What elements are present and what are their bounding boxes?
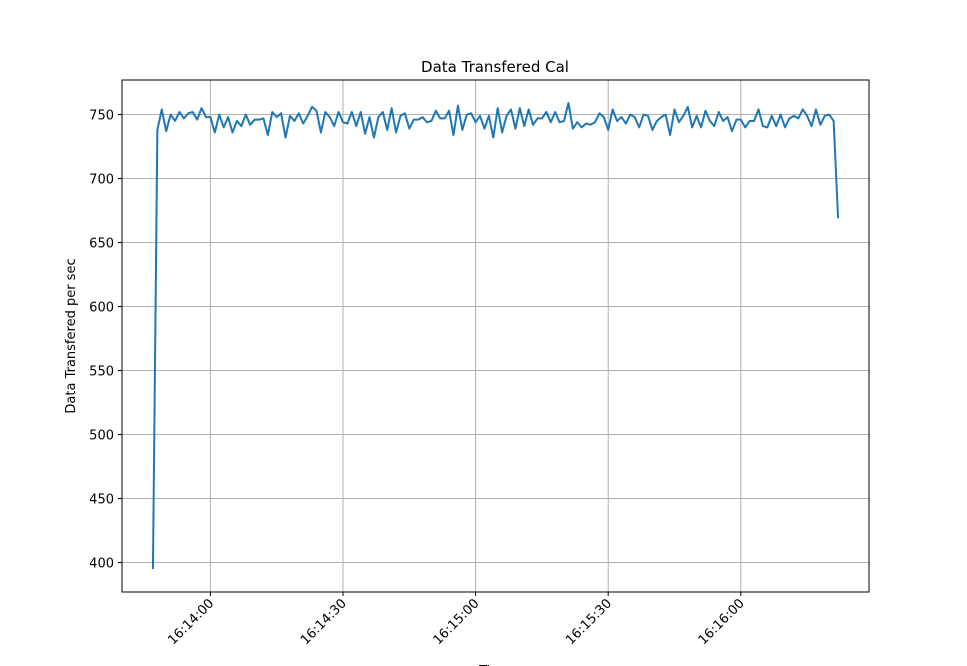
y-axis-label: Data Transfered per sec — [64, 258, 79, 413]
data-line — [151, 102, 840, 569]
chart-title: Data Transfered Cal — [421, 58, 569, 76]
x-tick-label: 16:14:30 — [298, 596, 350, 648]
y-tick-label: 700 — [89, 173, 114, 188]
plot-frame — [121, 79, 870, 593]
y-tick-label: 500 — [89, 429, 114, 444]
x-tick-label: 16:16:00 — [696, 596, 748, 648]
y-tick-label: 600 — [89, 301, 114, 316]
x-tick-label: 16:15:00 — [431, 596, 483, 648]
y-tick-label: 450 — [89, 493, 114, 508]
x-tick-label: 16:15:30 — [563, 596, 615, 648]
x-tick-label: 16:14:00 — [165, 596, 217, 648]
y-tick-label: 550 — [89, 365, 114, 380]
y-tick-label: 650 — [89, 237, 114, 252]
y-tick-label: 750 — [89, 109, 114, 124]
x-axis-label: Time — [478, 664, 511, 666]
y-tick-label: 400 — [89, 557, 114, 572]
